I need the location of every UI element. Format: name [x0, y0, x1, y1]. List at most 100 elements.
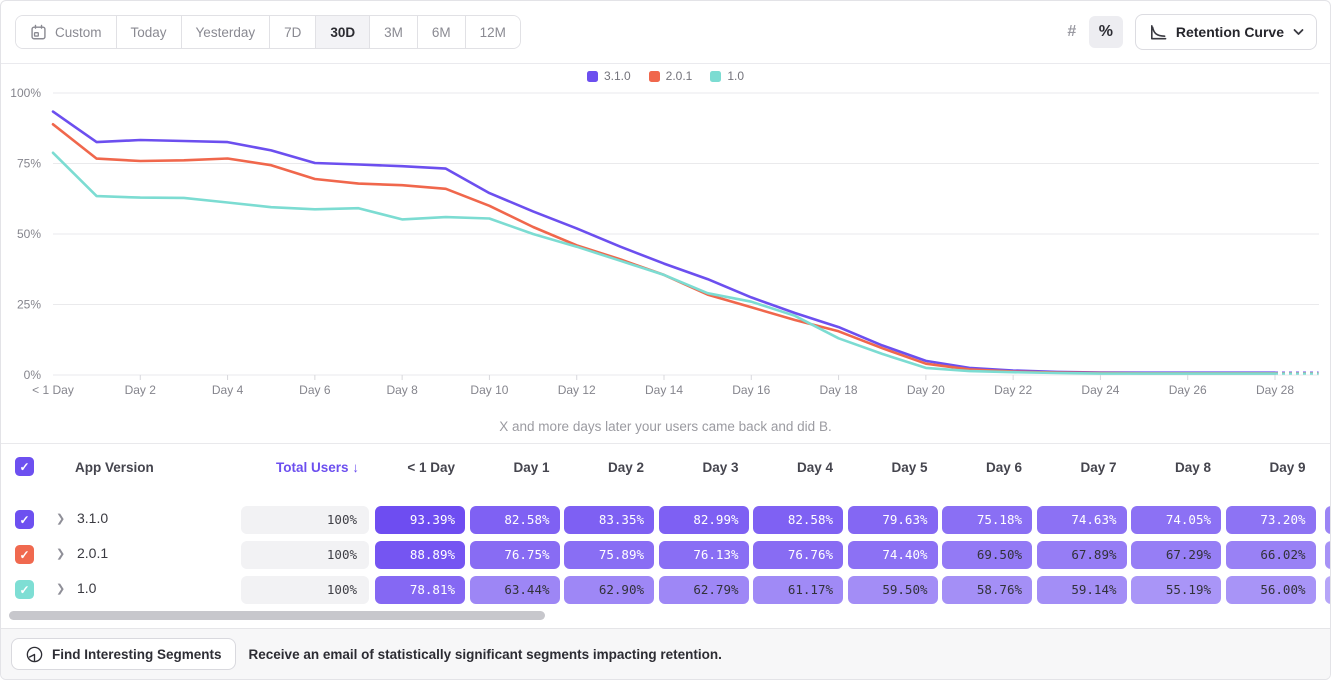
x-tick-label: Day 26 [1169, 383, 1207, 397]
retention-cell[interactable]: 62.79% [658, 575, 749, 604]
retention-cell[interactable]: 58.76% [942, 575, 1032, 604]
retention-cell[interactable]: 73.20% [1225, 505, 1316, 534]
retention-cell[interactable]: 83.35% [564, 505, 654, 534]
retention-cell[interactable]: 69.50% [942, 540, 1032, 569]
y-tick-label: 25% [17, 298, 41, 312]
chart-type-label: Retention Curve [1175, 24, 1284, 40]
retention-cell[interactable]: 56.00% [1225, 575, 1316, 604]
x-tick-label: Day 4 [212, 383, 244, 397]
find-interesting-segments-button[interactable]: Find Interesting Segments [11, 638, 236, 670]
retention-curve-icon [1148, 23, 1167, 42]
row-checkbox[interactable]: ✓ [15, 580, 34, 599]
x-tick-label: Day 12 [558, 383, 596, 397]
retention-cell[interactable]: 55.19% [1131, 575, 1221, 604]
app-version-label: 3.1.0 [77, 510, 109, 526]
header-total-users-sort[interactable]: Total Users ↓ [275, 459, 359, 475]
date-range-today[interactable]: Today [116, 16, 182, 48]
retention-cell[interactable]: 82.58% [469, 505, 560, 534]
retention-cell[interactable]: 59.14% [1036, 575, 1127, 604]
date-range-3m[interactable]: 3M [370, 16, 418, 48]
retention-cell[interactable]: 63.44% [469, 575, 560, 604]
date-range-7d[interactable]: 7D [270, 16, 317, 48]
y-tick-label: 75% [17, 157, 41, 171]
toolbar-right: #% Retention Curve [1054, 14, 1317, 50]
date-range-yesterday[interactable]: Yesterday [181, 16, 271, 48]
date-range-label: 12M [479, 24, 506, 40]
retention-cell[interactable]: 82.58% [753, 505, 843, 534]
x-tick-label: Day 14 [645, 383, 683, 397]
retention-cell-clipped [1325, 540, 1330, 569]
find-interesting-segments-label: Find Interesting Segments [52, 646, 222, 662]
date-range-label: Today [130, 24, 167, 40]
toolbar: Custom Today Yesterday 7D 30D 3M 6M 12M #% Rete… [1, 1, 1330, 64]
retention-curve-chart[interactable]: 0% 25% 50% 75% 100% < 1 Day Day 2 Day 4 Day 6 Day… [1, 64, 1331, 444]
header-day8: Day 8 [1174, 459, 1211, 475]
retention-cell[interactable]: 79.63% [847, 505, 938, 534]
y-tick-label: 50% [17, 227, 41, 241]
retention-cell[interactable]: 62.90% [564, 575, 654, 604]
retention-cell[interactable]: 82.99% [658, 505, 749, 534]
retention-cell[interactable]: 76.13% [658, 540, 749, 569]
app-version-label: 1.0 [77, 580, 97, 596]
retention-chart-area: 3.1.0 2.0.1 1.0 0% 25% 50% 75% 100% < 1 Day Day … [1, 64, 1330, 444]
retention-table: ✓ App Version Total Users ↓ < 1 Day Day 1 Day… [1, 444, 1330, 628]
row-checkbox[interactable]: ✓ [15, 545, 34, 564]
x-tick-label: Day 24 [1081, 383, 1119, 397]
segments-icon [25, 645, 44, 664]
date-range-label: 6M [431, 24, 451, 40]
footer-message: Receive an email of statistically signif… [248, 646, 722, 662]
date-range-custom[interactable]: Custom [16, 16, 117, 48]
legend-swatch [648, 70, 660, 82]
header-day3: Day 3 [702, 459, 739, 475]
retention-cell[interactable]: 76.76% [753, 540, 843, 569]
date-range-label: Custom [55, 24, 102, 40]
chart-type-dropdown[interactable]: Retention Curve [1134, 14, 1317, 50]
retention-cell[interactable]: 67.89% [1036, 540, 1127, 569]
date-range-label: 3M [384, 24, 403, 40]
horizontal-scrollbar[interactable] [1, 611, 1330, 621]
footer-bar: Find Interesting Segments Receive an ema… [1, 628, 1330, 679]
retention-cell[interactable]: 76.75% [469, 540, 560, 569]
date-range-30d[interactable]: 30D [316, 16, 371, 48]
select-all-checkbox[interactable]: ✓ [15, 457, 34, 476]
percentage-toggle[interactable]: % [1088, 16, 1123, 48]
chart-legend: 3.1.0 2.0.1 1.0 [1, 69, 1330, 83]
retention-cell[interactable]: 59.50% [847, 575, 938, 604]
retention-cell[interactable]: 75.89% [564, 540, 654, 569]
retention-cell[interactable]: 74.63% [1036, 505, 1127, 534]
retention-cell[interactable]: 93.39% [375, 505, 465, 534]
retention-cell[interactable]: 67.29% [1131, 540, 1221, 569]
date-range-label: Yesterday [195, 24, 256, 40]
date-range-6m[interactable]: 6M [417, 16, 466, 48]
expand-chevron-icon[interactable]: ❯ [56, 548, 66, 560]
retention-cell[interactable]: 61.17% [753, 575, 843, 604]
table-row-1-0: ✓ ❯ 1.0 100% 78.81% 63.44% 62.90% 62.79% 61.17% 5… [1, 572, 1330, 607]
legend-item-3-1-0[interactable]: 3.1.0 [586, 69, 631, 83]
series-line-2-0-1[interactable] [51, 123, 1277, 375]
retention-cell[interactable]: 74.05% [1131, 505, 1221, 534]
row-checkbox[interactable]: ✓ [15, 510, 34, 529]
y-tick-label: 100% [10, 86, 41, 100]
scrollbar-thumb[interactable] [9, 611, 545, 620]
table-row-2-0-1: ✓ ❯ 2.0.1 100% 88.89% 76.75% 75.89% 76.13% 76.76… [1, 537, 1330, 572]
retention-cell[interactable]: 75.18% [942, 505, 1032, 534]
date-range-label: 30D [330, 24, 356, 40]
retention-cell[interactable]: 88.89% [375, 540, 465, 569]
retention-cell[interactable]: 66.02% [1225, 540, 1316, 569]
x-tick-label: Day 20 [907, 383, 945, 397]
absolute-number-toggle[interactable]: # [1055, 16, 1089, 48]
series-line-3-1-0[interactable] [51, 110, 1277, 374]
legend-label: 3.1.0 [603, 69, 631, 83]
expand-chevron-icon[interactable]: ❯ [56, 513, 66, 525]
retention-cell[interactable]: 74.40% [847, 540, 938, 569]
legend-item-1-0[interactable]: 1.0 [710, 69, 744, 83]
series-line-1-0[interactable] [51, 151, 1277, 375]
retention-cell[interactable]: 78.81% [375, 575, 465, 604]
legend-label: 2.0.1 [665, 69, 693, 83]
expand-chevron-icon[interactable]: ❯ [56, 583, 66, 595]
header-day9: Day 9 [1269, 459, 1306, 475]
legend-item-2-0-1[interactable]: 2.0.1 [648, 69, 693, 83]
legend-swatch [710, 70, 722, 82]
date-range-12m[interactable]: 12M [465, 16, 520, 48]
